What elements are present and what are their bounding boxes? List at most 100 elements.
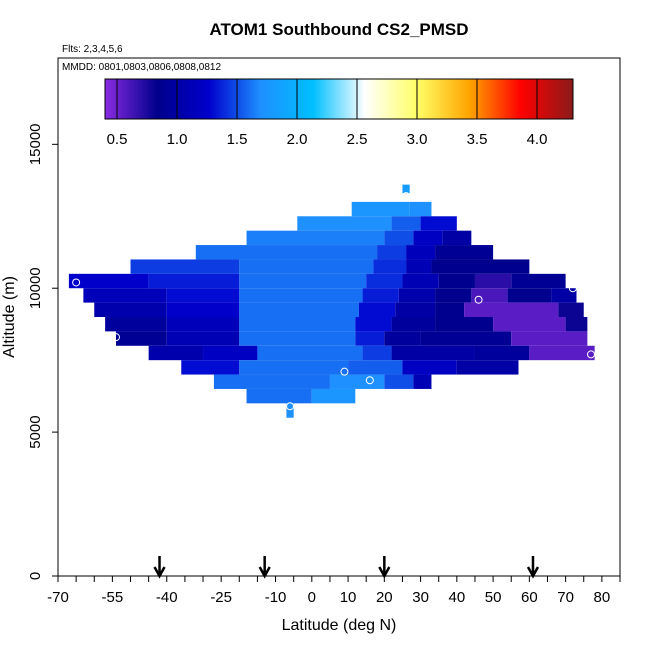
heat-cell (348, 360, 403, 375)
heat-cell (239, 302, 359, 317)
heat-cell (558, 302, 584, 317)
heat-cell (239, 360, 349, 375)
x-tick-label: -25 (210, 589, 232, 606)
heat-cell (239, 317, 356, 332)
profile-point (474, 295, 483, 304)
x-tick-label: 20 (376, 589, 393, 606)
colorbar-tick-label: 2.0 (287, 131, 308, 148)
x-tick-label: 30 (412, 589, 429, 606)
y-tick-label: 10000 (27, 267, 44, 309)
heat-cell (239, 288, 363, 303)
heat-cell (402, 184, 410, 194)
flight-arrows (153, 556, 540, 579)
x-tick-label: 10 (340, 589, 357, 606)
x-tick-label: 60 (521, 589, 538, 606)
heat-cell (166, 331, 240, 346)
heat-cell (420, 331, 512, 346)
heat-cell (395, 302, 436, 317)
heat-cell (529, 345, 595, 361)
colorbar-gradient (104, 78, 574, 120)
profile-point (340, 367, 349, 376)
heat-cell (391, 317, 436, 332)
x-tick-label: 40 (448, 589, 465, 606)
heat-cell (239, 331, 356, 346)
flight-arrow (153, 556, 166, 579)
heat-cell (362, 345, 392, 361)
profile-point (112, 333, 121, 342)
heat-cell (297, 216, 392, 231)
heat-cell (373, 259, 407, 274)
heat-cell (438, 273, 475, 289)
heat-cell (355, 331, 385, 346)
heat-cell (355, 317, 392, 332)
heat-cell (384, 374, 414, 389)
heat-cell (181, 360, 240, 375)
heat-cell (105, 317, 167, 332)
y-tick-label: 15000 (27, 123, 44, 165)
heat-cell (409, 201, 432, 217)
heat-cell (507, 288, 552, 303)
heat-cell (551, 288, 577, 303)
heatmap-layer (68, 184, 595, 418)
flight-arrow (378, 556, 391, 579)
heat-cell (391, 345, 475, 361)
heat-cell (286, 403, 294, 418)
profile-point (586, 350, 595, 359)
heat-cell (565, 317, 588, 332)
heat-cell (442, 230, 472, 246)
heat-cell (203, 345, 258, 361)
x-tick-label: -70 (47, 589, 69, 606)
flight-arrow (526, 556, 540, 579)
heat-cell (413, 230, 443, 246)
heat-cell (456, 360, 519, 375)
heat-cell (431, 259, 530, 274)
heat-cell (511, 331, 588, 346)
heat-cell (257, 345, 363, 361)
profile-point (365, 376, 374, 385)
colorbar-tick-label: 0.5 (107, 131, 128, 148)
heat-cell (246, 230, 385, 246)
x-tick-label: -40 (156, 589, 178, 606)
heat-cell (195, 245, 378, 260)
y-tick-label: 0 (27, 572, 44, 580)
colorbar: 0.5 1.0 1.5 2.0 2.5 3.0 3.5 4.0 (104, 78, 574, 148)
y-axis-label: Altitude (m) (1, 276, 18, 358)
profile-point (72, 278, 81, 287)
heat-cell (391, 216, 421, 231)
profile-point (286, 402, 295, 411)
heat-cell (471, 288, 508, 303)
heat-cell (329, 374, 385, 389)
x-tick-label: 0 (308, 589, 316, 606)
plot-frame (57, 57, 621, 577)
heat-cell (384, 331, 421, 346)
x-tick-label: 50 (485, 589, 502, 606)
profile-point (568, 284, 577, 293)
heat-cell (377, 245, 407, 260)
y-axis: 0 5000 10000 15000 (27, 123, 58, 580)
heat-cell (166, 317, 240, 332)
heat-cell (148, 345, 204, 361)
heat-cell (311, 388, 356, 404)
heat-cell (116, 331, 167, 346)
heat-cell (351, 201, 410, 217)
heat-cell (474, 345, 530, 361)
heat-cell (413, 374, 432, 389)
heat-cell (246, 388, 312, 404)
heat-cell (362, 288, 399, 303)
profile-points (72, 192, 595, 411)
heat-cell (358, 302, 396, 317)
heat-cell (402, 273, 439, 289)
heat-cell (148, 273, 240, 289)
chart-title: ATOM1 Southbound CS2_PMSD (209, 20, 468, 39)
flights-note: Flts: 2,3,4,5,6 (62, 44, 123, 55)
x-tick-label: -10 (265, 589, 287, 606)
heat-cell (406, 259, 432, 274)
heat-cell (435, 288, 472, 303)
colorbar-tick-label: 1.0 (167, 131, 188, 148)
heat-cell (464, 302, 559, 317)
y-tick-label: 5000 (27, 415, 44, 448)
heat-cell (94, 302, 167, 317)
colorbar-tick-label: 3.5 (467, 131, 488, 148)
colorbar-tick-label: 4.0 (527, 131, 548, 148)
